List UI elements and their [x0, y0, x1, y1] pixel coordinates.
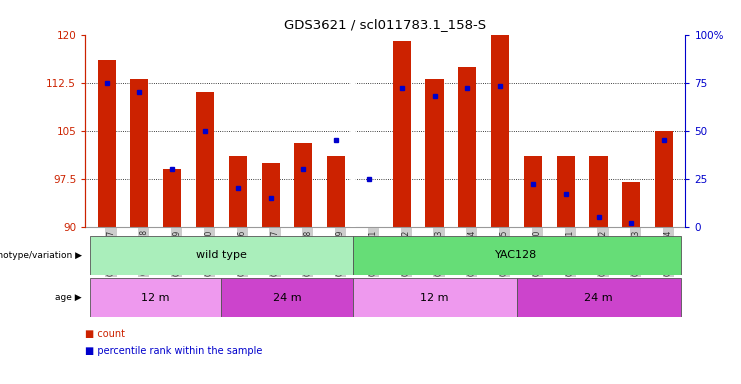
Bar	[353, 236, 680, 275]
Bar	[163, 169, 181, 227]
Text: ■ count: ■ count	[85, 329, 125, 339]
Text: GSM491341: GSM491341	[565, 229, 575, 276]
Bar	[556, 156, 575, 227]
Text: age ▶: age ▶	[55, 293, 82, 302]
Bar	[516, 278, 680, 317]
Bar	[524, 156, 542, 227]
Bar	[655, 131, 673, 227]
Bar	[590, 156, 608, 227]
Bar	[229, 156, 247, 227]
Bar	[294, 143, 313, 227]
Bar	[90, 236, 353, 275]
Text: GSM491332: GSM491332	[402, 229, 411, 276]
Bar	[353, 278, 516, 317]
Bar	[196, 92, 214, 227]
Bar	[130, 79, 148, 227]
Text: 12 m: 12 m	[420, 293, 449, 303]
Bar	[327, 156, 345, 227]
Text: 12 m: 12 m	[142, 293, 170, 303]
Text: 24 m: 24 m	[584, 293, 613, 303]
Title: GDS3621 / scl011783.1_158-S: GDS3621 / scl011783.1_158-S	[285, 18, 486, 31]
Text: GSM491344: GSM491344	[664, 229, 673, 276]
Text: GSM491338: GSM491338	[303, 229, 312, 276]
Text: GSM491331: GSM491331	[369, 229, 378, 276]
Text: 24 m: 24 m	[273, 293, 302, 303]
Text: GSM491339: GSM491339	[336, 229, 345, 276]
Text: GSM491337: GSM491337	[270, 229, 279, 276]
Text: GSM491330: GSM491330	[205, 229, 214, 276]
Text: GSM491343: GSM491343	[631, 229, 640, 276]
Text: GSM491335: GSM491335	[500, 229, 509, 276]
Bar	[491, 35, 509, 227]
Text: genotype/variation ▶: genotype/variation ▶	[0, 251, 82, 260]
Bar	[222, 278, 353, 317]
Bar	[262, 162, 279, 227]
Text: GSM491327: GSM491327	[107, 229, 116, 276]
Bar	[622, 182, 640, 227]
Bar	[458, 66, 476, 227]
Text: GSM491340: GSM491340	[533, 229, 542, 276]
Text: wild type: wild type	[196, 250, 247, 260]
Text: GSM491328: GSM491328	[139, 229, 148, 275]
Bar	[98, 60, 116, 227]
Bar	[425, 79, 444, 227]
Text: GSM491336: GSM491336	[238, 229, 247, 276]
Text: GSM491342: GSM491342	[599, 229, 608, 276]
Text: YAC128: YAC128	[496, 250, 538, 260]
Text: GSM491333: GSM491333	[434, 229, 444, 276]
Text: GSM491334: GSM491334	[468, 229, 476, 276]
Text: GSM491329: GSM491329	[172, 229, 181, 276]
Bar	[393, 41, 411, 227]
Text: ■ percentile rank within the sample: ■ percentile rank within the sample	[85, 346, 262, 356]
Bar	[90, 278, 222, 317]
